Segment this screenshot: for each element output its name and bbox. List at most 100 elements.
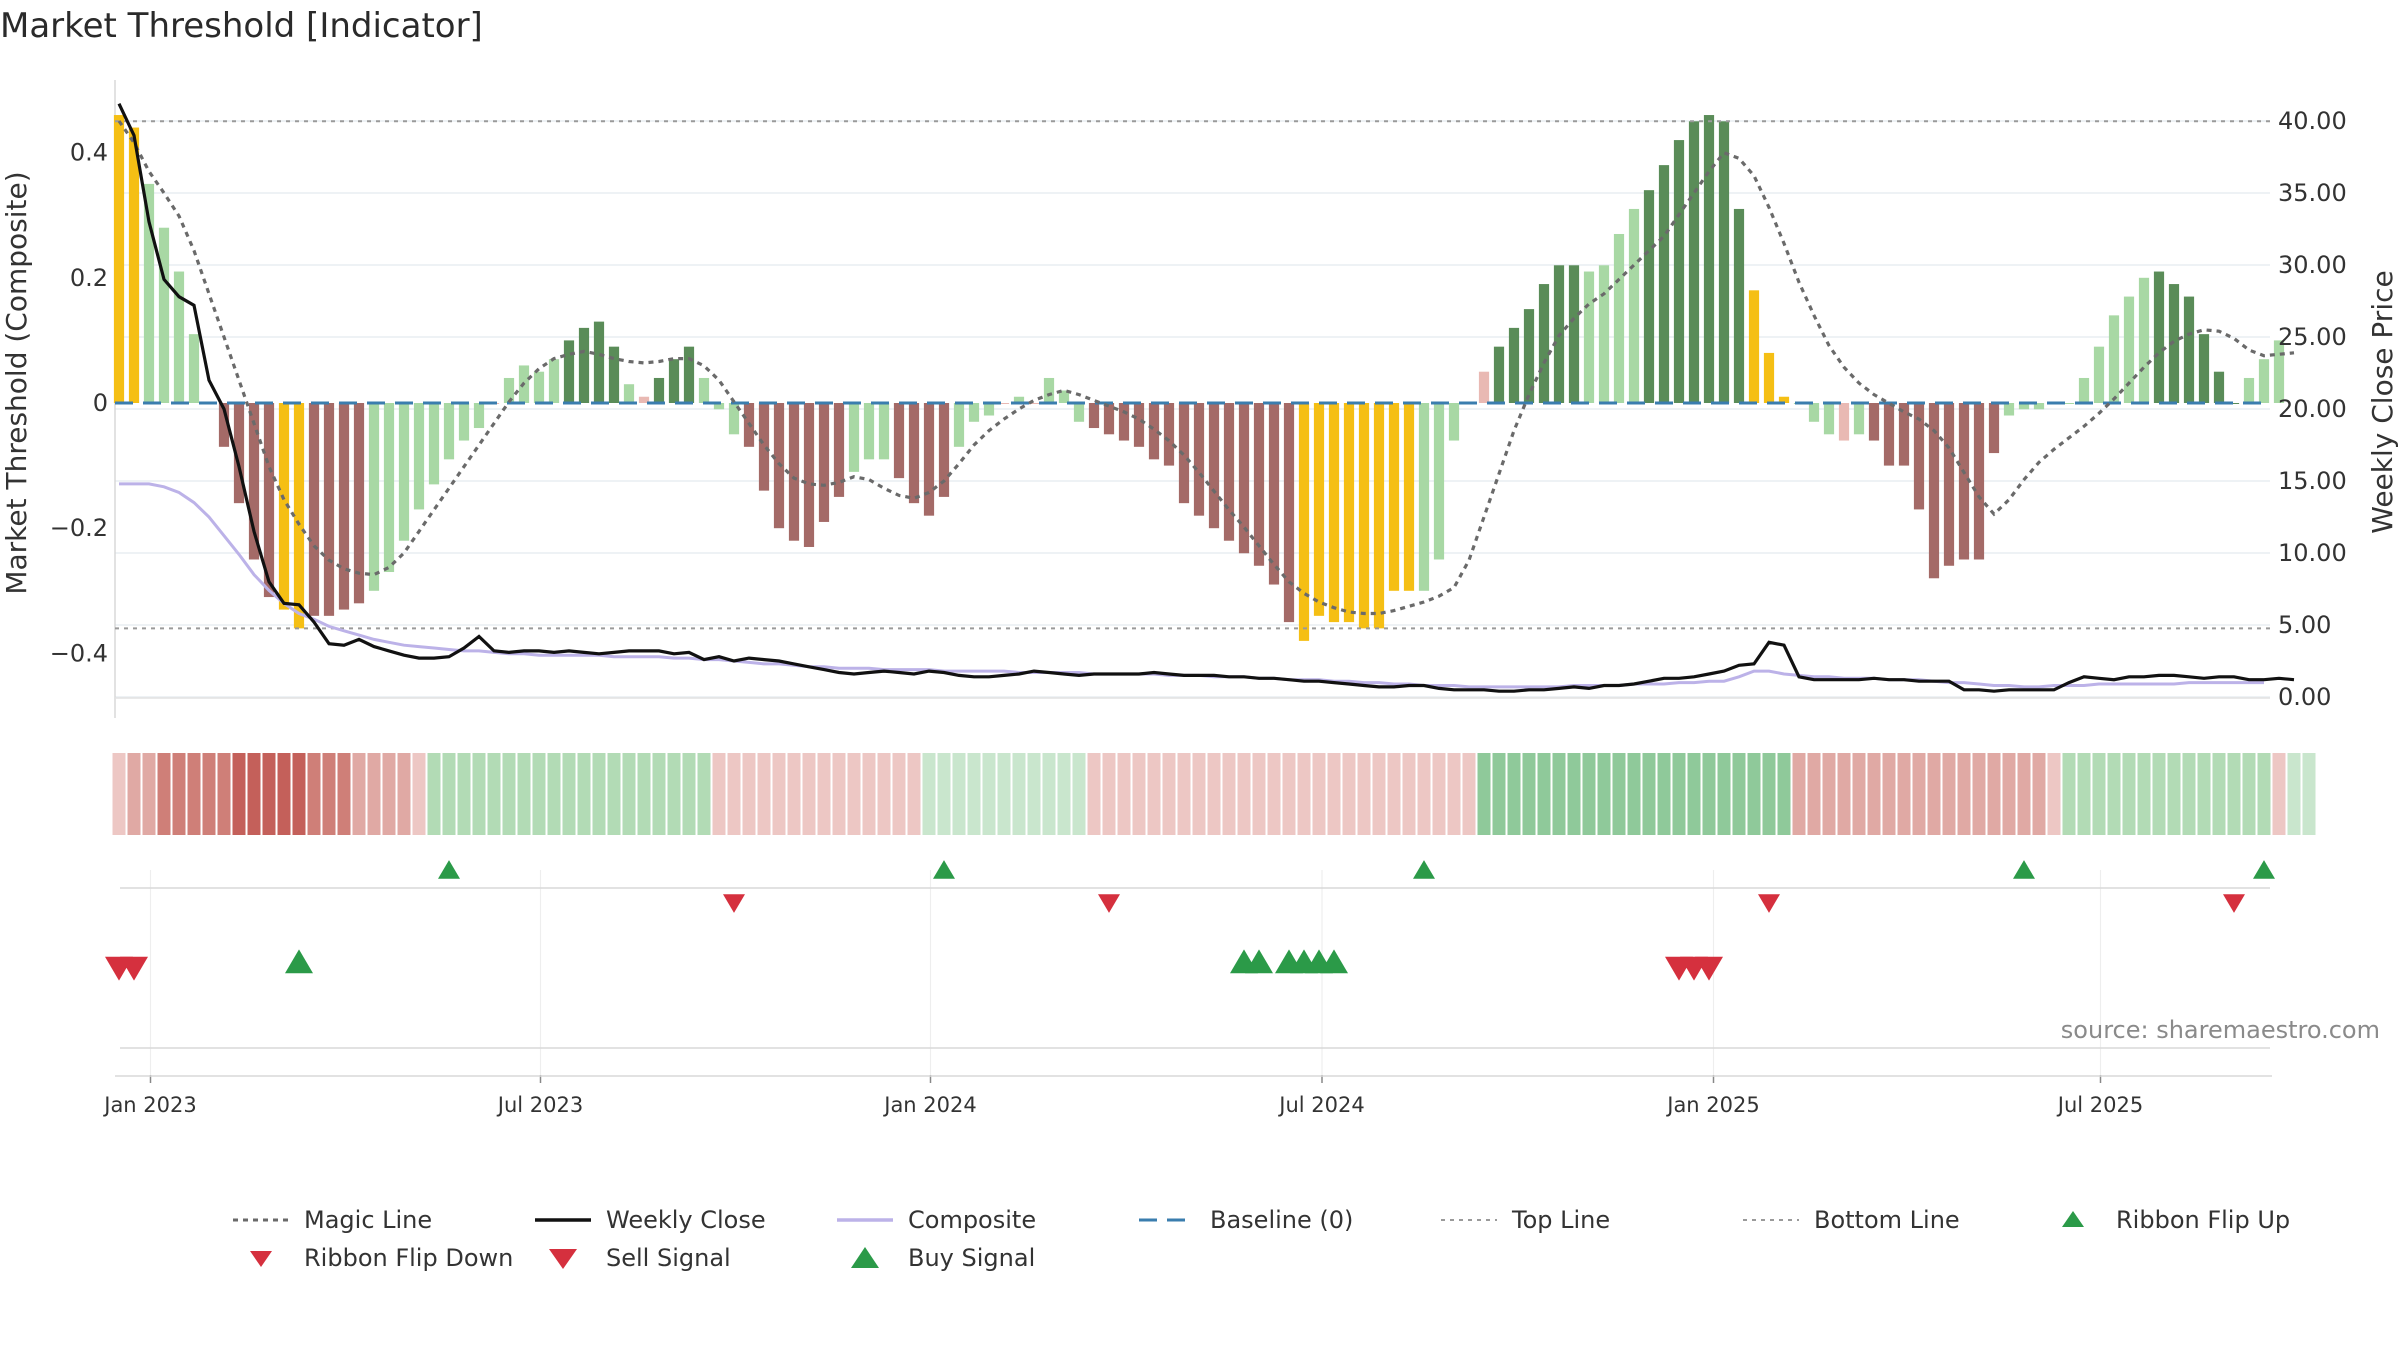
y2-tick-label: 15.00	[2278, 467, 2347, 495]
ribbon-cell	[367, 753, 381, 835]
composite-bar	[443, 403, 455, 460]
ribbon-cell	[2077, 753, 2091, 835]
legend-symbol	[837, 1218, 893, 1222]
composite-bar	[1418, 403, 1430, 591]
legend-label: Sell Signal	[606, 1244, 731, 1272]
ribbon-flip-up-marker	[933, 860, 955, 879]
ribbon-cell	[2017, 753, 2031, 835]
ribbon-cell	[1552, 753, 1566, 835]
composite-bar	[548, 359, 560, 403]
ribbon-cell	[997, 753, 1011, 835]
ribbon-cell	[817, 753, 831, 835]
composite-bar	[983, 403, 995, 416]
ribbon-cell	[2227, 753, 2241, 835]
ribbon-cell	[442, 753, 456, 835]
composite-bar	[1343, 403, 1355, 623]
composite-bar	[1823, 403, 1835, 435]
legend-label: Composite	[908, 1206, 1037, 1234]
gridlines	[115, 120, 2270, 1075]
composite-bar	[218, 403, 230, 447]
ribbon-cell	[1057, 753, 1071, 835]
ribbon-cell	[2167, 753, 2181, 835]
composite-bar	[1133, 403, 1145, 447]
composite-bar	[653, 377, 665, 403]
composite-bar	[2228, 403, 2240, 404]
composite-bar	[398, 403, 410, 541]
ribbon-cell	[592, 753, 606, 835]
composite-bar	[1598, 265, 1610, 403]
ribbon-flip-down-marker	[723, 894, 745, 913]
composite-bar	[1373, 403, 1385, 629]
ribbon-cell	[1147, 753, 1161, 835]
y2-tick-label: 5.00	[2278, 611, 2331, 639]
ribbon-cell	[1117, 753, 1131, 835]
ribbon-cell	[307, 753, 321, 835]
legend-item-magic: Magic Line	[230, 1205, 532, 1235]
composite-bar	[1358, 403, 1370, 629]
ribbon-cell	[172, 753, 186, 835]
ribbon-cell	[967, 753, 981, 835]
composite-bar	[1688, 121, 1700, 404]
composite-bar	[2168, 284, 2180, 403]
ribbon-cell	[652, 753, 666, 835]
ribbon-cell	[2122, 753, 2136, 835]
ribbon-cell	[187, 753, 201, 835]
composite-bar	[1838, 403, 1850, 441]
ribbon-cell	[1282, 753, 1296, 835]
ribbon-cell	[2302, 753, 2316, 835]
ribbon-cell	[517, 753, 531, 835]
composite-bar	[908, 403, 920, 504]
ribbon-cell	[1672, 753, 1686, 835]
ribbon-cell	[607, 753, 621, 835]
y2-tick-label: 10.00	[2278, 539, 2347, 567]
composite-bar	[1328, 403, 1340, 623]
ribbon-cell	[1597, 753, 1611, 835]
ribbon-flip-up-marker	[438, 860, 460, 879]
composite-bar	[428, 403, 440, 485]
ribbon-cell	[1972, 753, 1986, 835]
legend-symbol	[549, 1249, 577, 1269]
ribbon-cell	[772, 753, 786, 835]
composite-bar	[878, 403, 890, 460]
composite-bar	[2078, 377, 2090, 403]
ribbon-cell	[1072, 753, 1086, 835]
ribbon-cell	[1447, 753, 1461, 835]
y2-tick-label: 0.00	[2278, 683, 2331, 711]
ribbon-cell	[1372, 753, 1386, 835]
ribbon-cell	[397, 753, 411, 835]
ribbon-cell	[727, 753, 741, 835]
ribbon-cell	[1297, 753, 1311, 835]
y-tick-label: −0.4	[50, 639, 108, 667]
sell-signal-marker	[1695, 956, 1723, 981]
composite-bar	[968, 403, 980, 422]
y-tick-label: 0	[93, 389, 108, 417]
ribbon-cell	[1267, 753, 1281, 835]
ribbon-cell	[1927, 753, 1941, 835]
ribbon-cell	[1657, 753, 1671, 835]
ribbon-cell	[232, 753, 246, 835]
ribbon-cell	[1012, 753, 1026, 835]
composite-bar	[1163, 403, 1175, 466]
ribbon-cell	[982, 753, 996, 835]
signal-panels	[105, 860, 2275, 1077]
composite-bar	[1193, 403, 1205, 516]
legend-row: Magic Line Weekly Close Composite Baseline …	[230, 1205, 2390, 1235]
legend-symbol	[1139, 1218, 1195, 1222]
composite-bar	[803, 403, 815, 547]
composite-bar	[1808, 403, 1820, 422]
composite-bar	[608, 346, 620, 403]
ribbon-cell	[2182, 753, 2196, 835]
legend-label: Bottom Line	[1814, 1206, 1960, 1234]
legend-label: Buy Signal	[908, 1244, 1036, 1272]
ribbon-cell	[937, 753, 951, 835]
ribbon-cell	[2287, 753, 2301, 835]
ribbon-cell	[2212, 753, 2226, 835]
ribbon-cell	[2152, 753, 2166, 835]
composite-bar	[2063, 403, 2075, 404]
legend-label: Ribbon Flip Down	[304, 1244, 514, 1272]
ribbon-cell	[1807, 753, 1821, 835]
composite-bar	[188, 334, 200, 403]
composite-bar	[1973, 403, 1985, 560]
ribbon-flip-up-marker	[2013, 860, 2035, 879]
weekly-close-line	[117, 103, 2295, 693]
